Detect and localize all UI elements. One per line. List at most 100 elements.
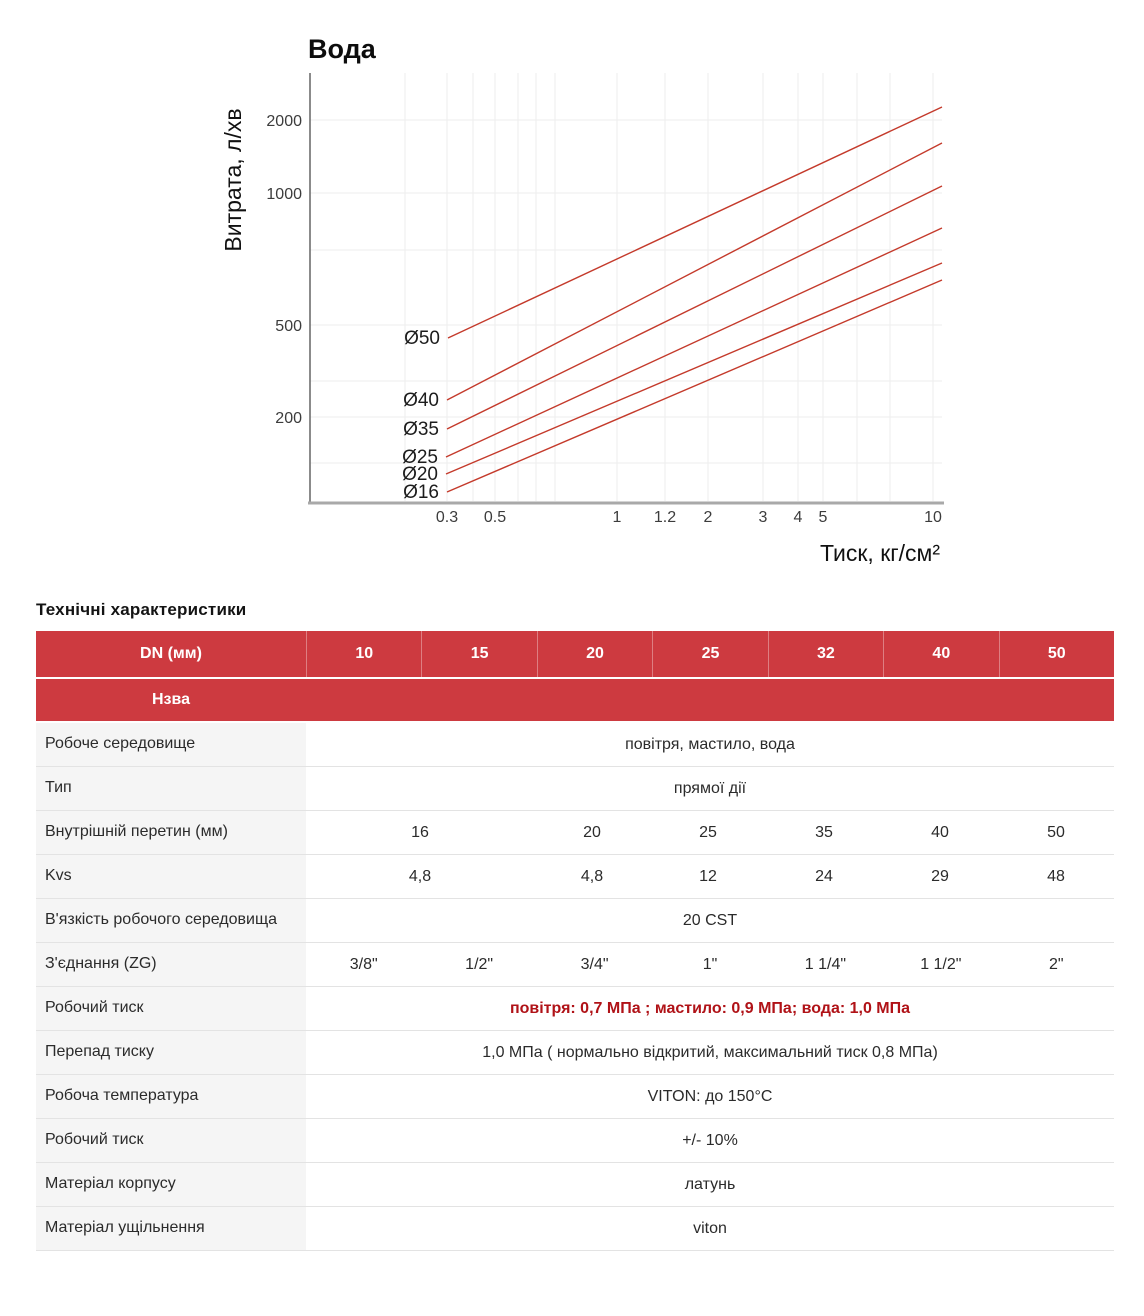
row-values: повітря: 0,7 МПа ; мастило: 0,9 МПа; вод… xyxy=(306,987,1114,1030)
row-values: повітря, мастило, вода xyxy=(306,723,1114,766)
row-value: прямої дії xyxy=(673,779,747,797)
x-axis-title: Тиск, кг/см² xyxy=(820,540,940,566)
row-value: VITON: до 150°C xyxy=(647,1087,773,1105)
row-label: Kvs xyxy=(36,855,306,898)
x-tick-label: 3 xyxy=(759,509,768,526)
row-value: 24 xyxy=(815,867,833,885)
row-value: латунь xyxy=(684,1175,736,1193)
row-label: З'єднання (ZG) xyxy=(36,943,306,986)
row-value: 2" xyxy=(1048,955,1064,973)
row-label: Робоче середовище xyxy=(36,723,306,766)
row-value: 35 xyxy=(815,823,833,841)
row-value: повітря: 0,7 МПа ; мастило: 0,9 МПа; вод… xyxy=(509,999,911,1017)
row-values: латунь xyxy=(306,1163,1114,1206)
table-row: Матеріал корпусу латунь xyxy=(36,1163,1114,1207)
table-header-row: DN (мм) 10 15 20 25 32 40 50 xyxy=(36,631,1114,679)
chart-title: Вода xyxy=(308,34,377,64)
table-row: Робочий тиск повітря: 0,7 МПа ; мастило: … xyxy=(36,987,1114,1031)
y-tick-label: 1000 xyxy=(266,186,302,203)
header-col-32: 32 xyxy=(767,631,883,677)
chart-line-ø35 xyxy=(446,185,943,430)
chart-line-ø16 xyxy=(446,279,943,493)
table-row: Робоче середовище повітря, мастило, вода xyxy=(36,723,1114,767)
x-tick-label: 0.3 xyxy=(436,509,458,526)
row-value: 29 xyxy=(931,867,949,885)
row-value: 48 xyxy=(1047,867,1065,885)
header-col-25: 25 xyxy=(652,631,767,677)
row-value: 1/2" xyxy=(465,955,494,973)
spec-table-section: Технічні характеристики DN (мм) 10 15 20 25 3… xyxy=(36,600,1114,1251)
row-label: Матеріал ущільнення xyxy=(36,1207,306,1250)
row-values: +/- 10% xyxy=(306,1119,1114,1162)
row-value: 4,8 xyxy=(408,867,432,885)
line-label-ø35: Ø35 xyxy=(403,419,439,440)
header-col-10: 10 xyxy=(306,631,421,677)
row-values: 1,0 МПа ( нормально відкритий, максималь… xyxy=(306,1031,1114,1074)
header-col-20: 20 xyxy=(536,631,652,677)
row-label: Внутрішній перетин (мм) xyxy=(36,811,306,854)
table-row: З'єднання (ZG) 3/8" 1/2" 3/4" 1" 1 1/4" 1 1/2"… xyxy=(36,943,1114,987)
chart-line-ø20 xyxy=(445,262,943,475)
table-row: Матеріал ущільнення viton xyxy=(36,1207,1114,1251)
row-label: Робочий тиск xyxy=(36,987,306,1030)
row-value: 25 xyxy=(699,823,717,841)
line-label-ø16: Ø16 xyxy=(403,482,439,503)
table-heading: Технічні характеристики xyxy=(36,600,247,619)
row-values: 4,8 4,8 12 24 29 48 xyxy=(306,855,1114,898)
row-value: 1 1/4" xyxy=(804,955,847,973)
row-value: 3/8" xyxy=(349,955,378,973)
line-label-ø40: Ø40 xyxy=(403,390,439,411)
row-value: 20 xyxy=(583,823,601,841)
header-col-40: 40 xyxy=(883,631,998,677)
row-values: viton xyxy=(306,1207,1114,1250)
subheader-label: Нзва xyxy=(151,690,191,708)
row-label: Тип xyxy=(36,767,306,810)
x-tick-label: 10 xyxy=(924,509,942,526)
subheader-empty xyxy=(306,679,1114,721)
table-row: Тип прямої дії xyxy=(36,767,1114,811)
row-value: +/- 10% xyxy=(682,1131,738,1149)
x-tick-label: 2 xyxy=(704,509,713,526)
row-value: 1" xyxy=(702,955,718,973)
y-tick-label: 2000 xyxy=(266,113,302,130)
row-value: viton xyxy=(693,1219,727,1237)
row-label: Робоча температура xyxy=(36,1075,306,1118)
chart-line-ø50 xyxy=(447,106,943,339)
line-label-ø25: Ø25 xyxy=(402,447,438,468)
line-label-ø50: Ø50 xyxy=(404,328,440,349)
x-tick-label: 5 xyxy=(819,509,828,526)
header-columns: 10 15 20 25 32 40 50 xyxy=(306,631,1114,677)
row-label: Робочий тиск xyxy=(36,1119,306,1162)
row-value: 20 CST xyxy=(682,911,738,929)
x-tick-label: 1.2 xyxy=(654,509,676,526)
table-row: Перепад тиску 1,0 МПа ( нормально відкрит… xyxy=(36,1031,1114,1075)
header-col-15: 15 xyxy=(421,631,536,677)
table-row: Kvs 4,8 4,8 12 24 29 48 xyxy=(36,855,1114,899)
row-value: 50 xyxy=(1047,823,1065,841)
row-value: 4,8 xyxy=(580,867,604,885)
y-tick-label: 200 xyxy=(275,410,302,427)
row-values: прямої дії xyxy=(306,767,1114,810)
chart-line-ø25 xyxy=(445,227,943,458)
row-value: 40 xyxy=(931,823,949,841)
table-subheader-row: Нзва xyxy=(36,679,1114,723)
row-values: 16 20 25 35 40 50 xyxy=(306,811,1114,854)
spec-table: DN (мм) 10 15 20 25 32 40 50 Нзва Робоче середови… xyxy=(36,631,1114,1251)
row-value: 12 xyxy=(699,867,717,885)
row-label: Матеріал корпусу xyxy=(36,1163,306,1206)
row-value: 3/4" xyxy=(580,955,609,973)
header-label-dn: DN (мм) xyxy=(140,644,202,662)
chart-line-ø40 xyxy=(446,142,943,401)
table-row: Внутрішній перетин (мм) 16 20 25 35 40 50 xyxy=(36,811,1114,855)
row-value: 1 1/2" xyxy=(920,955,962,973)
row-values: 20 CST xyxy=(306,899,1114,942)
table-row: Робочий тиск +/- 10% xyxy=(36,1119,1114,1163)
table-row: Робоча температура VITON: до 150°C xyxy=(36,1075,1114,1119)
table-row: В'язкість робочого середовища 20 CST xyxy=(36,899,1114,943)
row-value: 1,0 МПа ( нормально відкритий, максималь… xyxy=(482,1043,938,1061)
line-label-ø20: Ø20 xyxy=(402,464,438,485)
x-tick-label: 0.5 xyxy=(484,509,506,526)
header-col-50: 50 xyxy=(998,631,1114,677)
row-value: 16 xyxy=(411,823,429,841)
